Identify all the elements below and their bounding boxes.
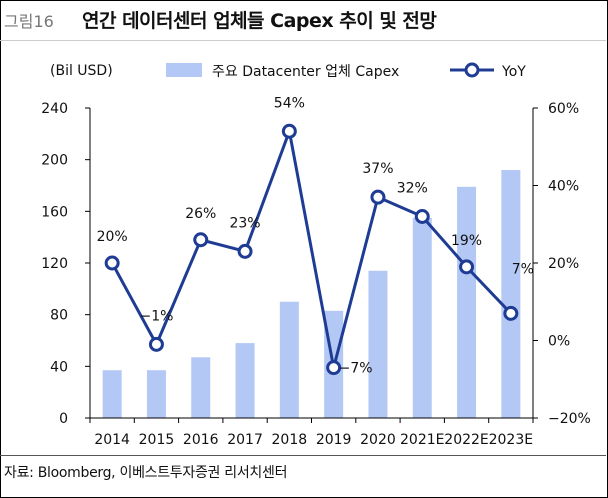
footer-divider bbox=[0, 455, 606, 456]
x-tick-label: 2017 bbox=[227, 432, 263, 448]
yoy-point-2023E bbox=[503, 305, 519, 321]
left-axis-unit: (Bil USD) bbox=[50, 63, 113, 79]
left-tick-label: 40 bbox=[50, 359, 68, 375]
legend-yoy-marker bbox=[464, 62, 480, 78]
yoy-point-2018 bbox=[281, 123, 297, 139]
legend-capex-label: 주요 Datacenter 업체 Capex bbox=[212, 64, 399, 80]
legend: 주요 Datacenter 업체 Capex YoY bbox=[166, 62, 526, 80]
capex-bar-2022E bbox=[457, 186, 477, 418]
legend-capex-swatch bbox=[166, 63, 202, 77]
yoy-point-2021E bbox=[414, 209, 430, 224]
x-tick-label: 2023E bbox=[489, 432, 533, 448]
axes: 0 40 80 120 160 200 240 (Bil USD) −20% 0% 20% 40% 60… bbox=[41, 63, 591, 448]
left-tick-label: 200 bbox=[41, 153, 68, 169]
yoy-line-series bbox=[104, 123, 519, 376]
x-tick-label: 2019 bbox=[316, 432, 352, 448]
yoy-data-label-2017: 23% bbox=[229, 215, 260, 231]
x-tick-label: 2016 bbox=[183, 432, 219, 448]
capex-yoy-chart: 0 40 80 120 160 200 240 (Bil USD) −20% 0% 20% 40% 60… bbox=[41, 62, 591, 448]
yoy-data-label-2018: 54% bbox=[274, 95, 305, 111]
yoy-point-2022E bbox=[459, 259, 475, 275]
right-tick-label: 0% bbox=[548, 334, 570, 350]
yoy-data-label-2021E: 32% bbox=[397, 181, 428, 197]
capex-bar-2017 bbox=[235, 343, 255, 418]
left-tick-label: 80 bbox=[50, 308, 68, 324]
left-tick-label: 240 bbox=[41, 101, 68, 117]
left-tick-label: 160 bbox=[41, 204, 68, 220]
yoy-point-2016 bbox=[193, 232, 209, 248]
yoy-data-label-2020: 37% bbox=[362, 161, 393, 177]
x-tick-label: 2014 bbox=[94, 432, 130, 448]
capex-bar-2018 bbox=[279, 301, 299, 418]
x-tick-label: 2018 bbox=[272, 432, 308, 448]
yoy-line bbox=[110, 125, 512, 369]
left-tick-label: 0 bbox=[59, 411, 68, 427]
source-note: 자료: Bloomberg, 이베스트투자증권 리서치센터 bbox=[4, 465, 288, 481]
capex-bar-2015 bbox=[146, 370, 166, 418]
yoy-point-2017 bbox=[237, 243, 253, 259]
capex-bar-2020 bbox=[368, 270, 388, 418]
yoy-point-2015 bbox=[148, 336, 164, 352]
x-tick-label: 2015 bbox=[139, 432, 175, 448]
figure-header: 그림16 연간 데이터센터 업체들 Capex 추이 및 전망 bbox=[0, 0, 606, 40]
yoy-point-2014 bbox=[104, 255, 120, 271]
x-tick-label: 2021E bbox=[400, 432, 444, 448]
capex-bar-2014 bbox=[102, 370, 122, 418]
x-tick-label: 2020 bbox=[360, 432, 396, 448]
bar-series bbox=[102, 170, 521, 418]
header-divider bbox=[0, 40, 606, 41]
capex-bar-2021E bbox=[412, 217, 432, 418]
yoy-data-label-2016: 26% bbox=[185, 206, 216, 222]
data-labels: 20% −1% 26% 23% 54% −7% 37%32% 19% 7% bbox=[97, 95, 534, 376]
figure-title: 연간 데이터센터 업체들 Capex 추이 및 전망 bbox=[82, 10, 437, 32]
yoy-point-2019 bbox=[326, 360, 342, 376]
yoy-data-label-2015: −1% bbox=[139, 308, 173, 324]
right-tick-label: 60% bbox=[548, 101, 579, 117]
capex-bar-2023E bbox=[501, 170, 521, 418]
right-tick-label: −20% bbox=[548, 411, 591, 427]
right-tick-label: 20% bbox=[548, 256, 579, 272]
yoy-point-2020 bbox=[370, 189, 386, 205]
capex-bar-2016 bbox=[191, 357, 211, 418]
legend-yoy-label: YoY bbox=[501, 64, 526, 80]
yoy-data-label-2022E: 19% bbox=[451, 233, 482, 249]
figure-number: 그림16 bbox=[4, 12, 54, 31]
left-tick-label: 120 bbox=[41, 256, 68, 272]
yoy-data-label-2023E: 7% bbox=[512, 261, 534, 277]
right-tick-label: 40% bbox=[548, 179, 579, 195]
x-tick-label: 2022E bbox=[444, 432, 488, 448]
yoy-data-label-2014: 20% bbox=[97, 229, 128, 245]
yoy-data-label-2019: −7% bbox=[339, 361, 373, 377]
